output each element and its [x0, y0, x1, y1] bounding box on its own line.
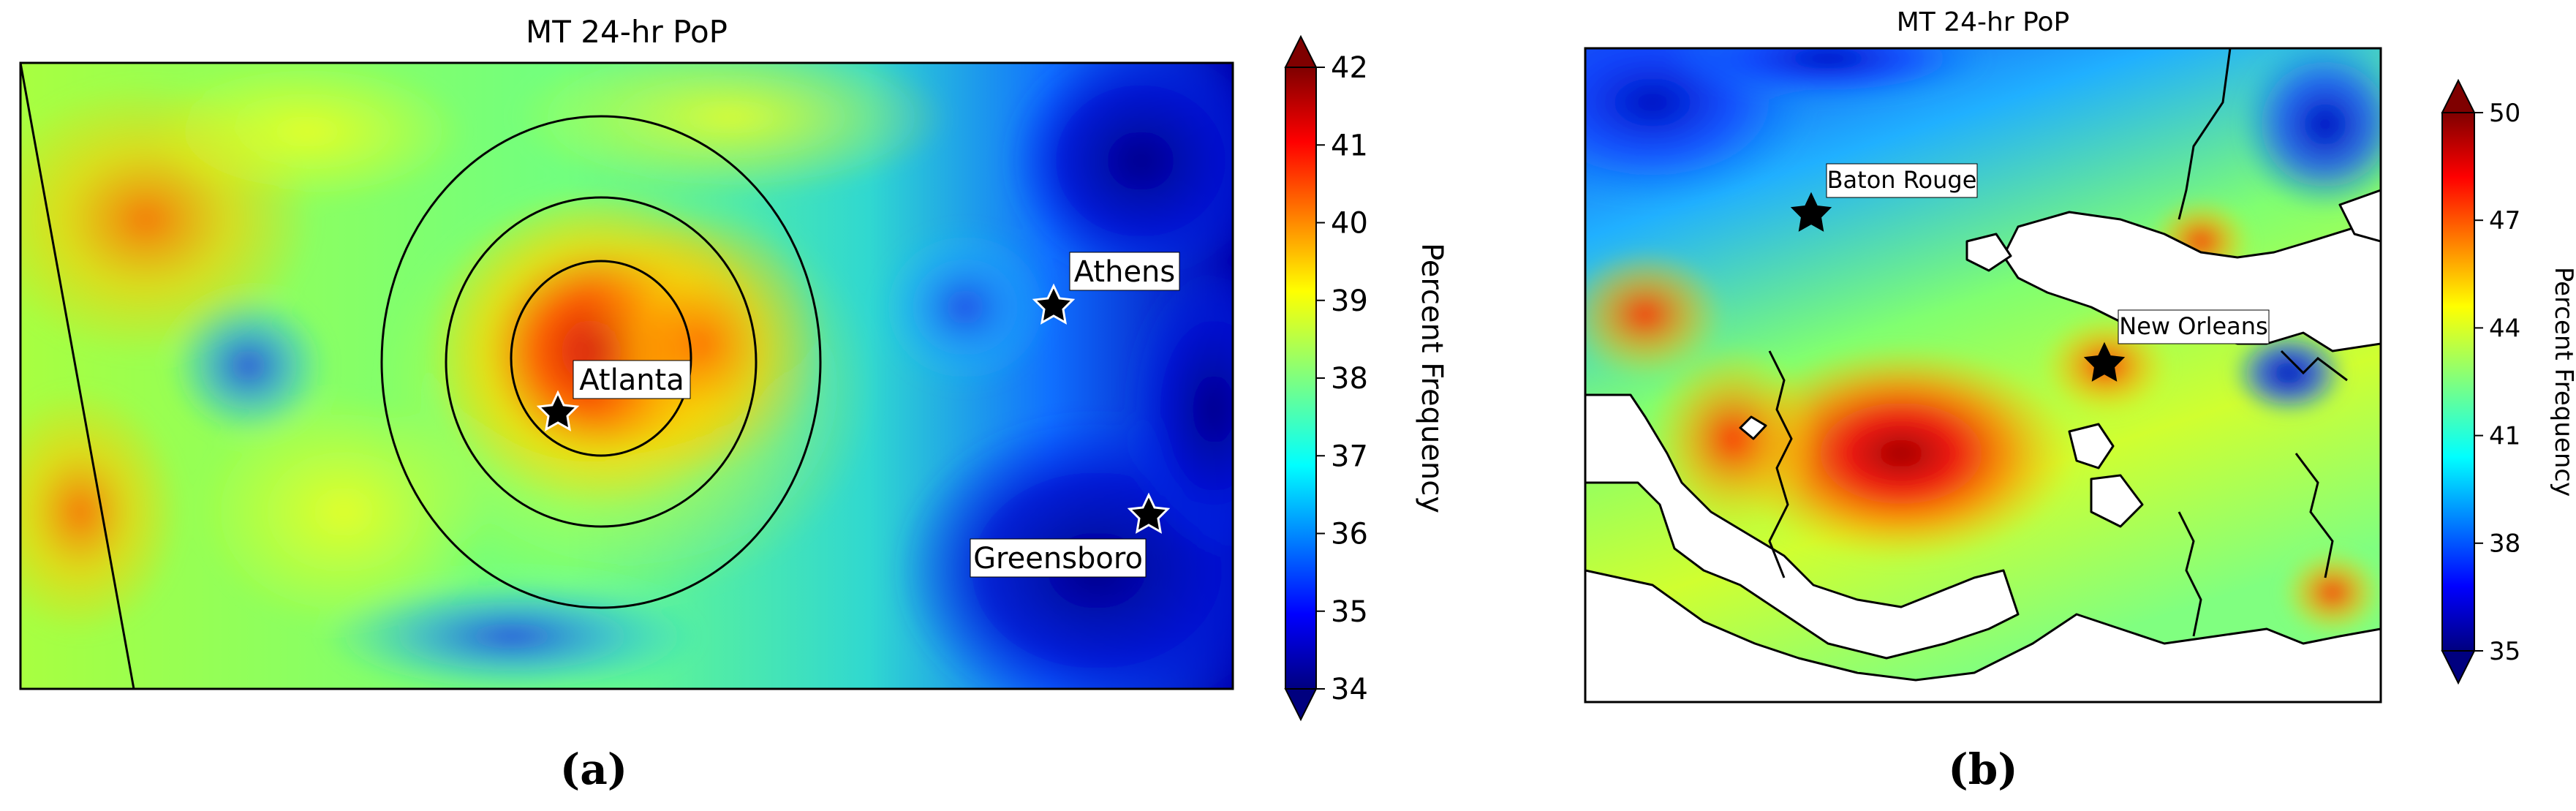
athens-star-icon [1032, 283, 1076, 325]
colorbar-b-extend-min [2441, 650, 2476, 685]
city-label-athens: Athens [1074, 255, 1176, 289]
colorbar-a-tick-label: 40 [1331, 207, 1368, 241]
colorbar-b: 35 38 41 44 47 50 Percent Frequency [2441, 78, 2576, 685]
panel-a-frame [19, 61, 1234, 690]
colorbar-b-extend-max [2441, 78, 2476, 113]
colorbar-b-tick-label: 38 [2489, 529, 2520, 559]
city-baton-rouge: Baton Rouge [1790, 163, 1978, 232]
city-label-greensboro: Greensboro [973, 542, 1143, 576]
city-label-new-orleans: New Orleans [2119, 312, 2267, 340]
panel-b-title: MT 24-hr PoP [1897, 7, 2070, 37]
atlanta-star-icon [536, 390, 580, 431]
baton-rouge-star-icon [1790, 192, 1832, 232]
panel-a-field [20, 63, 1233, 689]
colorbar-b-tick-label: 47 [2489, 206, 2520, 235]
colorbar-a-tick-label: 42 [1331, 51, 1368, 85]
city-label-atlanta: Atlanta [579, 363, 684, 397]
colorbar-b-tick-label: 41 [2489, 422, 2520, 451]
colorbar-a-tick-label: 36 [1331, 518, 1368, 551]
colorbar-a: 34 35 36 37 38 39 40 41 42 Percent Frequency [1284, 34, 1448, 722]
greensboro-star-icon [1127, 492, 1171, 534]
colorbar-a-tick-label: 38 [1331, 362, 1368, 396]
colorbar-a-tick-label: 37 [1331, 440, 1368, 473]
colorbar-a-extend-min [1284, 688, 1318, 722]
colorbar-a-tick-label: 39 [1331, 284, 1368, 318]
panel-b: MT 24-hr PoP [1584, 7, 2576, 794]
city-label-baton-rouge: Baton Rouge [1827, 166, 1977, 194]
colorbar-a-tick-label: 34 [1331, 673, 1368, 706]
water-mask [1585, 189, 2381, 702]
panel-b-frame [1584, 47, 2382, 704]
city-atlanta: Atlanta [536, 360, 691, 431]
city-greensboro: Greensboro [970, 492, 1171, 578]
panel-label-a: (a) [560, 744, 627, 794]
new-orleans-star-icon [2083, 342, 2126, 382]
panel-a-title: MT 24-hr PoP [526, 14, 728, 50]
colorbar-a-label: Percent Frequency [1415, 243, 1448, 513]
city-athens: Athens [1032, 252, 1180, 325]
colorbar-b-label: Percent Frequency [2549, 267, 2576, 497]
colorbar-a-tick-label: 41 [1331, 129, 1368, 162]
colorbar-b-tick-label: 44 [2489, 314, 2520, 343]
city-new-orleans: New Orleans [2083, 309, 2270, 382]
panel-b-field [1585, 48, 2381, 702]
colorbar-b-tick-label: 50 [2489, 99, 2520, 128]
panel-label-b: (b) [1948, 744, 2017, 794]
colorbar-a-tick-label: 35 [1331, 595, 1368, 629]
panel-a: MT 24-hr PoP [19, 14, 1448, 794]
colorbar-b-tick-label: 35 [2489, 637, 2520, 666]
range-rings [380, 115, 822, 609]
colorbar-a-extend-max [1284, 34, 1318, 68]
